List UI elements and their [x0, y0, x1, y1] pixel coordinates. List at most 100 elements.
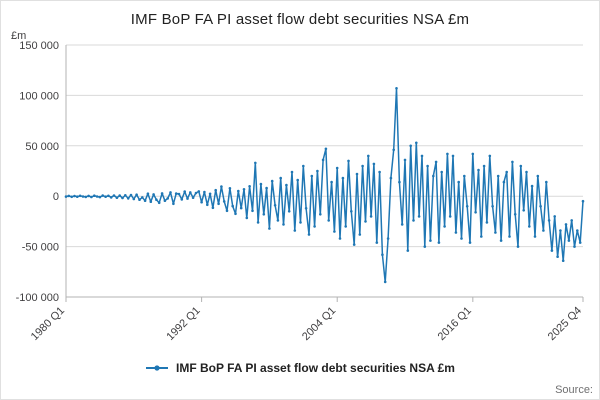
y-tick-label: 150 000	[19, 40, 59, 52]
series-point	[73, 194, 76, 198]
series-point	[304, 207, 308, 210]
series-point	[112, 194, 116, 197]
chart-plot-area: 150 000 100 000 50 000 0 -50 000 -100 0001980…	[16, 40, 585, 343]
series-point	[361, 164, 364, 168]
series-point	[432, 174, 435, 178]
series-point	[152, 193, 155, 196]
series-point	[285, 183, 288, 187]
series-point	[259, 182, 263, 186]
series-point	[109, 196, 113, 199]
series-point	[448, 215, 452, 218]
series-point	[245, 216, 249, 220]
series-point	[420, 154, 424, 158]
series-point	[386, 237, 390, 240]
series-point	[519, 164, 523, 168]
series-point	[491, 205, 494, 208]
series-point	[454, 231, 458, 234]
series-point	[375, 241, 379, 244]
series-point	[203, 190, 206, 194]
series-point	[64, 195, 68, 198]
series-point	[183, 190, 186, 193]
series-point	[197, 190, 201, 193]
series-point	[222, 200, 226, 203]
series-point	[200, 200, 203, 204]
series-point	[316, 169, 319, 173]
series-point	[389, 176, 393, 180]
x-tick-label: 2025 Q4	[546, 305, 584, 343]
series-point	[573, 245, 576, 248]
series-point	[220, 185, 223, 188]
series-point	[310, 174, 314, 178]
series-point	[189, 191, 192, 194]
series-point	[533, 235, 537, 238]
series-point	[536, 174, 540, 178]
series-point	[522, 209, 525, 212]
series-point	[76, 195, 79, 198]
series-point	[567, 239, 571, 242]
series-point	[474, 211, 477, 214]
series-point	[383, 280, 387, 284]
series-point	[319, 213, 322, 216]
series-point	[174, 192, 178, 195]
series-point	[248, 185, 251, 188]
series-point	[90, 195, 93, 199]
series-point	[237, 189, 240, 193]
series-point	[333, 230, 336, 233]
series-point	[129, 193, 133, 197]
x-tick-label: 1992 Q1	[164, 305, 202, 343]
series-point	[358, 233, 362, 236]
series-point	[581, 199, 585, 203]
series-point	[163, 199, 167, 202]
series-point	[496, 174, 500, 178]
series-point	[287, 210, 291, 213]
series-point	[547, 219, 551, 222]
series-point	[369, 215, 373, 218]
series-point	[307, 233, 311, 236]
series-point	[511, 160, 514, 164]
series-point	[561, 259, 565, 263]
series-point	[434, 160, 438, 164]
series-point	[268, 227, 271, 230]
series-point	[468, 241, 472, 244]
series-point	[143, 199, 147, 202]
series-point	[530, 184, 534, 188]
series-point	[211, 206, 215, 210]
series-point	[488, 154, 492, 158]
series-point	[367, 154, 370, 158]
series-point	[78, 194, 82, 198]
series-point	[186, 197, 189, 200]
series-point	[415, 141, 418, 145]
chart-title: IMF BoP FA PI asset flow debt securities…	[130, 11, 470, 28]
series-point	[350, 210, 353, 213]
y-tick-label: 50 000	[25, 141, 59, 153]
series-point	[553, 215, 556, 218]
series-point	[98, 195, 102, 199]
series-point	[502, 180, 506, 184]
series-point	[302, 164, 305, 168]
series-point	[138, 198, 141, 201]
series-point	[471, 152, 475, 156]
source-text: Source:	[555, 384, 593, 396]
y-axis-unit-label: £m	[11, 30, 27, 42]
series-point	[239, 206, 243, 210]
series-point	[118, 194, 121, 197]
series-point	[276, 219, 280, 222]
series-point	[228, 187, 232, 190]
series-point	[124, 194, 127, 197]
series-point	[403, 158, 407, 162]
series-point	[146, 192, 150, 195]
series-point	[550, 249, 554, 252]
series-point	[290, 170, 294, 174]
series-point	[270, 179, 274, 183]
series-point	[157, 201, 161, 205]
series-point	[570, 219, 573, 222]
series-point	[494, 231, 497, 234]
series-point	[330, 180, 333, 184]
series-point	[217, 202, 220, 206]
series-point	[115, 196, 119, 199]
series-point	[528, 225, 531, 228]
legend-line-marker-icon	[146, 365, 169, 371]
series-point	[87, 194, 90, 198]
series-point	[231, 204, 234, 208]
